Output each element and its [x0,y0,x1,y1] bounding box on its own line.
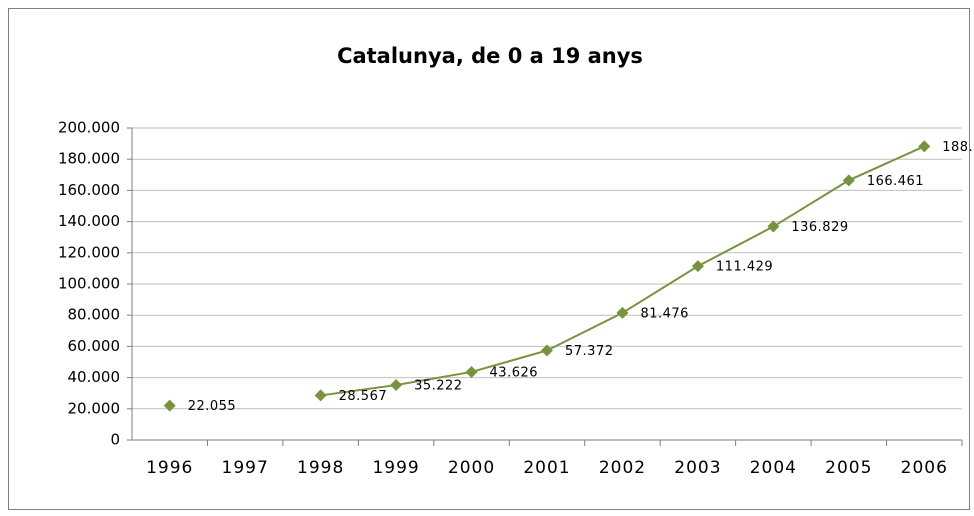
y-tick-label: 140.000 [58,212,120,230]
marker [616,306,629,319]
x-tick-label: 2006 [901,458,948,478]
x-tick-label: 2003 [674,458,721,478]
data-label: 43.626 [490,365,538,380]
chart-title: Catalunya, de 0 a 19 anys [337,44,643,68]
data-label: 111.429 [716,260,773,275]
marker [842,174,855,187]
y-tick-label: 40.000 [68,368,121,386]
x-tick-label: 2000 [448,458,495,478]
data-label: 166.461 [867,174,924,189]
data-label: 81.476 [640,306,689,321]
marker [314,389,327,402]
data-label: 28.567 [339,389,388,404]
y-tick-label: 180.000 [58,150,120,168]
marker [767,220,780,233]
x-tick-label: 1998 [297,458,344,478]
marker [163,399,176,412]
x-tick-label: 1996 [146,458,193,478]
data-label: 136.829 [791,220,848,235]
x-tick-label: 1997 [222,458,269,478]
data-label: 57.372 [565,344,614,359]
marker [918,140,931,153]
data-label: 188.259 [942,140,974,155]
x-tick-label: 2002 [599,458,646,478]
y-tick-label: 80.000 [68,306,121,324]
y-tick-label: 60.000 [68,337,121,355]
x-tick-label: 1999 [372,458,419,478]
data-label: 22.055 [188,399,237,414]
y-tick-label: 200.000 [58,119,120,137]
y-tick-label: 120.000 [58,243,120,261]
chart-frame [8,8,970,510]
marker [465,365,478,378]
x-tick-label: 2005 [825,458,872,478]
y-tick-label: 160.000 [58,181,120,199]
y-tick-label: 20.000 [68,399,121,417]
x-tick-label: 2004 [750,458,797,478]
data-label: 35.222 [414,379,463,394]
marker [390,379,403,392]
y-tick-label: 0 [110,431,120,449]
marker [691,260,704,273]
x-tick-label: 2001 [523,458,570,478]
marker [541,344,553,357]
y-tick-label: 100.000 [58,275,120,293]
